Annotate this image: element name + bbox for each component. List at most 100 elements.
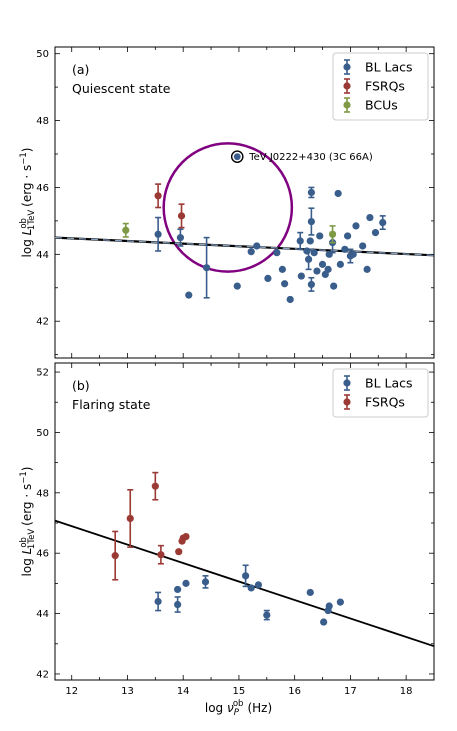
data-point	[157, 551, 165, 559]
data-point	[201, 578, 210, 586]
data-point	[233, 282, 241, 290]
x-axis-title-base: log	[205, 701, 227, 715]
y-axis-title-base: log	[20, 554, 34, 576]
legend-frame	[332, 52, 429, 121]
legend-marker	[343, 82, 351, 90]
panel-title: Flaring state	[72, 397, 151, 412]
data-point	[177, 212, 186, 220]
data-point	[366, 213, 374, 222]
data-point	[264, 274, 272, 283]
data-point	[296, 237, 304, 245]
data-point	[316, 232, 324, 240]
data-point	[306, 588, 314, 597]
panel-title: Quiescent state	[72, 81, 171, 96]
data-point	[247, 584, 255, 592]
x-tick-label: 18	[400, 686, 413, 697]
data-point	[324, 265, 332, 273]
y-axis-title-unit: (erg · s	[20, 484, 34, 526]
y-tick-label: 44	[36, 609, 49, 620]
data-point	[174, 585, 182, 594]
y-axis-title-sub: 1TeV	[27, 529, 37, 549]
data-point	[154, 597, 162, 606]
data-point	[122, 226, 130, 234]
legend-label: BL Lacs	[365, 60, 413, 75]
y-tick-label: 50	[36, 49, 49, 60]
data-point	[174, 600, 182, 609]
legend-marker	[343, 101, 351, 109]
data-point	[379, 218, 387, 227]
data-point	[254, 581, 263, 589]
x-tick-label: 15	[233, 686, 246, 697]
data-point	[318, 260, 327, 268]
data-point	[330, 282, 338, 290]
data-point	[359, 242, 367, 250]
legend: BL Lacs FSRQs	[332, 368, 429, 418]
series-bcus	[122, 222, 337, 244]
data-point	[349, 250, 357, 258]
y-tick-label: 46	[36, 549, 49, 560]
y-tick-label: 48	[36, 116, 49, 127]
y-tick-label: 50	[36, 428, 49, 439]
y-tick-label: 48	[36, 488, 49, 499]
panel-a-quiescent: 42 44 46 48 50 log Lob1TeV (erg · s−1) (a) Quies…	[19, 46, 435, 359]
y-axis-title-symbol: L	[20, 229, 34, 236]
legend-label: BL Lacs	[365, 376, 413, 391]
legend-label: FSRQs	[365, 79, 405, 94]
data-point	[297, 272, 305, 280]
series-fsrqs	[154, 183, 186, 229]
data-point	[303, 247, 311, 255]
x-axis-title-symbol: ν	[227, 701, 234, 715]
data-point	[328, 230, 337, 238]
y-axis-title-symbol: L	[20, 548, 34, 555]
outlier-label: TeV J0222+430 (3C 66A)	[248, 152, 373, 163]
x-tick-label: 17	[344, 686, 357, 697]
y-axis-title-sup: ob	[19, 218, 29, 229]
data-point	[286, 295, 294, 304]
series-bl-lacs	[154, 564, 344, 626]
data-point	[341, 245, 349, 253]
data-point	[242, 572, 250, 580]
y-tick-label: 44	[36, 250, 49, 261]
data-point	[325, 250, 333, 258]
x-axis-title-sup: ob	[233, 699, 244, 709]
fit-line	[54, 519, 435, 648]
y-axis-title: log Lob1TeV (erg · s−1)	[19, 467, 37, 577]
y-axis-title-close: )	[20, 467, 34, 472]
data-point	[151, 482, 159, 490]
data-point	[203, 264, 211, 272]
x-tick-label: 14	[177, 686, 190, 697]
data-point	[363, 265, 371, 273]
data-point	[310, 249, 318, 257]
y-axis-title-sup: ob	[19, 537, 29, 548]
x-tick-label: 13	[121, 686, 134, 697]
data-point	[313, 267, 321, 275]
highlight-circle	[162, 142, 294, 273]
data-point	[111, 552, 119, 560]
fit-line-base	[54, 236, 435, 257]
y-axis-title-unit: (erg · s	[20, 165, 34, 207]
legend-frame	[332, 368, 429, 418]
series-fsrqs	[111, 471, 190, 581]
y-axis-title-base: log	[20, 235, 34, 257]
y-tick-label: 52	[36, 368, 49, 379]
legend-label: FSRQs	[365, 395, 405, 410]
data-point	[336, 260, 344, 268]
legend: BL Lacs FSRQs BCUs	[332, 52, 429, 121]
data-point	[247, 248, 255, 256]
data-point	[154, 192, 162, 200]
x-tick-label: 12	[65, 686, 78, 697]
data-point	[306, 237, 314, 245]
y-tick-label: 42	[36, 317, 49, 328]
data-point	[307, 188, 315, 197]
x-axis-title: log νPob (Hz)	[205, 699, 272, 718]
data-point	[371, 228, 380, 237]
data-point	[175, 548, 183, 556]
data-point	[281, 280, 289, 288]
x-tick-label: 16	[288, 686, 301, 697]
data-point	[320, 618, 328, 626]
y-axis-title: log Lob1TeV (erg · s−1)	[19, 148, 37, 258]
fit-line-dash	[54, 237, 435, 256]
data-point	[185, 291, 193, 299]
panel-label: (a)	[72, 62, 89, 77]
panel-label: (b)	[72, 378, 90, 393]
